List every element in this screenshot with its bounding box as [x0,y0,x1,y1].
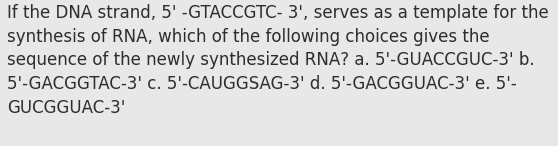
Text: If the DNA strand, 5' -GTACCGTC- 3', serves as a template for the
synthesis of R: If the DNA strand, 5' -GTACCGTC- 3', ser… [7,4,549,117]
